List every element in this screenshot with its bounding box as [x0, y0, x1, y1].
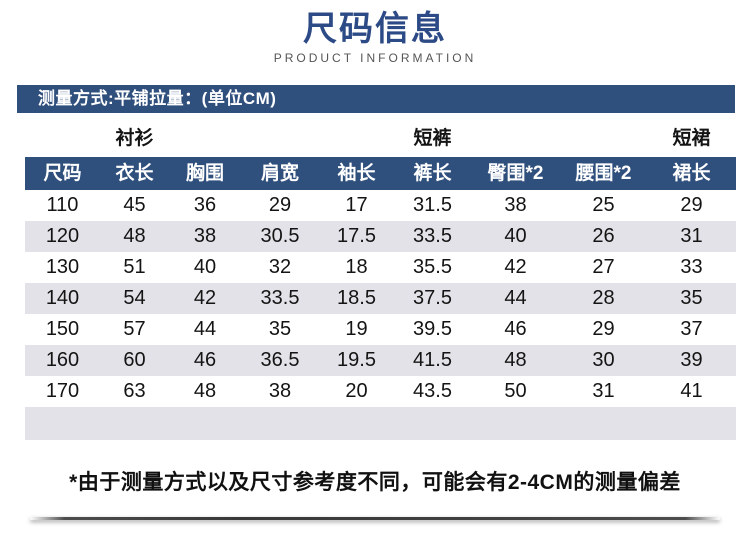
table-cell: 30.5 — [260, 225, 300, 247]
table-cell: 160 — [45, 349, 80, 371]
table-cell: 18 — [345, 256, 368, 278]
table-cell: 36 — [193, 194, 217, 216]
page-title: 尺码信息 — [303, 10, 447, 48]
table-cell: 39.5 — [413, 318, 452, 340]
table-cell: 48 — [193, 380, 217, 402]
table-cell: 35.5 — [413, 256, 452, 278]
table-row: 130 51 40 32 18 35.5 42 27 33 — [25, 252, 736, 283]
table-cell: 60 — [123, 349, 146, 371]
header-cell: 裙长 — [672, 163, 711, 184]
table-cell: 26 — [592, 225, 615, 247]
table-cell: 29 — [592, 318, 615, 340]
category-shirt: 衬衫 — [115, 128, 154, 149]
table-cell: 37 — [680, 318, 703, 340]
header-cell: 袖长 — [337, 163, 376, 184]
table-cell: 46 — [193, 349, 217, 371]
header-cell: 臀围*2 — [487, 163, 544, 184]
table-cell: 29 — [680, 194, 703, 216]
table-cell: 120 — [45, 225, 80, 247]
table-cell: 40 — [504, 225, 527, 247]
table-cell: 48 — [504, 349, 527, 371]
table-cell: 40 — [193, 256, 217, 278]
table-cell: 29 — [268, 194, 292, 216]
table-cell: 44 — [193, 318, 217, 340]
table-row: 140 54 42 33.5 18.5 37.5 44 28 35 — [25, 283, 736, 314]
table-empty-row — [25, 407, 736, 440]
category-skirt: 短裙 — [672, 128, 711, 149]
table-cell: 35 — [268, 318, 292, 340]
table-cell: 110 — [46, 194, 79, 216]
table-cell: 32 — [268, 256, 292, 278]
table-cell: 19 — [345, 318, 368, 340]
header-cell: 裤长 — [413, 163, 452, 184]
table-cell: 17 — [345, 194, 368, 216]
table-cell: 130 — [45, 256, 80, 278]
table-cell: 170 — [45, 380, 80, 402]
table-cell: 30 — [592, 349, 615, 371]
page-subtitle: PRODUCT INFORMATION — [273, 51, 477, 65]
header-cell: 衣长 — [115, 163, 154, 184]
measurement-deviation-note: *由于测量方式以及尺寸参考度不同，可能会有2-4CM的测量偏差 — [69, 471, 681, 494]
table-cell: 38 — [193, 225, 217, 247]
table-cell: 17.5 — [337, 225, 376, 247]
table-cell: 45 — [123, 194, 146, 216]
table-cell: 41.5 — [413, 349, 452, 371]
table-cell: 39 — [680, 349, 703, 371]
table-row: 150 57 44 35 19 39.5 46 29 37 — [25, 314, 736, 345]
table-body: 110 45 36 29 17 31.5 38 25 29 120 48 38 30.5 17.5 33.5… — [25, 190, 736, 407]
table-cell: 38 — [504, 194, 527, 216]
table-cell: 31 — [680, 225, 703, 247]
table-cell: 35 — [680, 287, 703, 309]
table-cell: 44 — [504, 287, 527, 309]
table-cell: 18.5 — [337, 287, 376, 309]
table-cell: 41 — [680, 380, 703, 402]
bottom-divider — [30, 517, 720, 520]
table-cell: 33 — [680, 256, 703, 278]
category-header-row: 衬衫 短裤 短裙 — [25, 113, 736, 157]
table-cell: 140 — [45, 287, 80, 309]
table-cell: 19.5 — [337, 349, 376, 371]
table-cell: 31.5 — [413, 194, 452, 216]
page-header: 尺码信息 PRODUCT INFORMATION — [0, 10, 750, 65]
table-row: 170 63 48 38 20 43.5 50 31 41 — [25, 376, 736, 407]
table-cell: 42 — [504, 256, 527, 278]
table-cell: 37.5 — [413, 287, 452, 309]
table-cell: 20 — [345, 380, 368, 402]
table-cell: 28 — [592, 287, 615, 309]
table-cell: 48 — [123, 225, 146, 247]
table-cell: 33.5 — [413, 225, 452, 247]
table-row: 120 48 38 30.5 17.5 33.5 40 26 31 — [25, 221, 736, 252]
table-header-row: 尺码 衣长 胸围 肩宽 袖长 裤长 臀围*2 腰围*2 裙长 — [25, 157, 736, 190]
table-cell: 63 — [123, 380, 146, 402]
table-row: 110 45 36 29 17 31.5 38 25 29 — [25, 190, 736, 221]
table-cell: 51 — [123, 256, 146, 278]
category-shorts: 短裤 — [413, 128, 452, 149]
size-table: 衬衫 短裤 短裙 尺码 衣长 胸围 肩宽 袖长 裤长 臀围*2 腰围*2 裙长 110 45 36 29 1… — [25, 113, 736, 440]
table-cell: 38 — [268, 380, 292, 402]
header-cell: 尺码 — [43, 163, 82, 184]
table-cell: 27 — [592, 256, 615, 278]
table-cell: 31 — [592, 380, 615, 402]
table-cell: 42 — [193, 287, 217, 309]
table-cell: 43.5 — [413, 380, 452, 402]
header-cell: 胸围 — [185, 163, 224, 184]
measure-method-label: 测量方式:平铺拉量：(单位CM) — [38, 89, 277, 108]
header-cell: 肩宽 — [260, 163, 299, 184]
table-cell: 150 — [45, 318, 80, 340]
table-cell: 36.5 — [260, 349, 300, 371]
table-cell: 50 — [504, 380, 527, 402]
measure-method-bar: 测量方式:平铺拉量：(单位CM) — [17, 85, 735, 113]
table-cell: 25 — [592, 194, 615, 216]
table-cell: 46 — [504, 318, 527, 340]
table-cell: 57 — [123, 318, 146, 340]
table-row: 160 60 46 36.5 19.5 41.5 48 30 39 — [25, 345, 736, 376]
table-cell: 33.5 — [260, 287, 300, 309]
header-cell: 腰围*2 — [575, 163, 632, 184]
table-cell: 54 — [123, 287, 146, 309]
